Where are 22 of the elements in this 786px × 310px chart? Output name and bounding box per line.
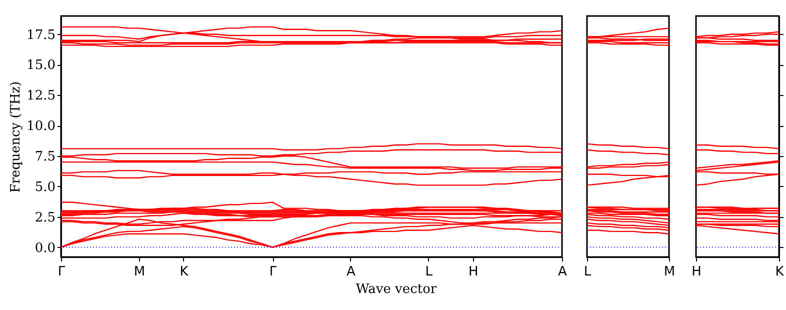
x-tick-label: A [346,264,356,280]
y-tick-label: 5.0 [34,180,56,195]
y-tick-label: 15.0 [26,58,56,74]
y-tick-label: 7.5 [34,149,56,164]
x-tick-label: H [468,264,478,280]
x-tick-label: A [558,264,568,280]
x-tick-label: K [180,264,189,280]
y-tick-label: 17.5 [26,28,56,43]
y-axis-title: Frequency (THz) [8,81,24,193]
x-tick-label: L [425,264,434,280]
x-tick-label: M [134,264,146,280]
x-tick-label: M [664,264,676,280]
y-tick-label: 0.0 [34,240,56,256]
x-tick-label: L [584,264,592,280]
x-tick-label: Γ [269,264,278,280]
y-tick-label: 2.5 [34,210,56,226]
y-tick-label: 10.0 [26,119,56,134]
x-tick-label: Γ [58,264,66,280]
x-tick-label: K [775,264,784,280]
x-axis-title: Wave vector [356,282,438,297]
x-tick-label: H [692,264,702,280]
y-tick-label: 12.5 [26,88,56,104]
